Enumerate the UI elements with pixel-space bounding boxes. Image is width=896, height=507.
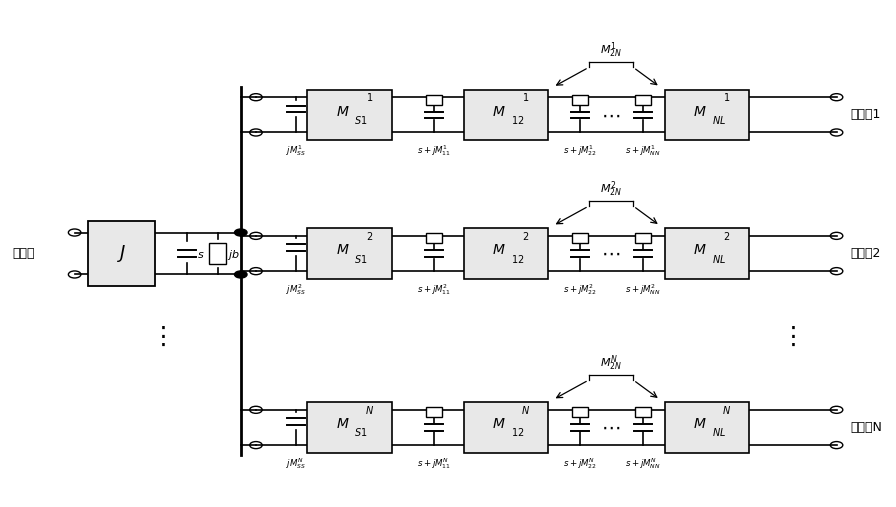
Text: $\mathbf{\mathit{M}}$: $\mathbf{\mathit{M}}$ bbox=[694, 105, 707, 119]
Text: $\mathit{NL}$: $\mathit{NL}$ bbox=[711, 114, 726, 126]
Text: $\mathit{S1}$: $\mathit{S1}$ bbox=[354, 426, 367, 439]
FancyBboxPatch shape bbox=[463, 228, 548, 279]
FancyBboxPatch shape bbox=[634, 233, 650, 243]
Text: $\mathbf{\mathit{M}}$: $\mathbf{\mathit{M}}$ bbox=[694, 417, 707, 431]
FancyBboxPatch shape bbox=[573, 233, 589, 243]
Text: $\mathit{S1}$: $\mathit{S1}$ bbox=[354, 114, 367, 126]
Text: $\mathit{N}$: $\mathit{N}$ bbox=[365, 404, 374, 416]
Text: $\mathit{J}$: $\mathit{J}$ bbox=[117, 243, 127, 264]
Text: $\mathbf{\mathit{M}}$: $\mathbf{\mathit{M}}$ bbox=[492, 417, 505, 431]
FancyBboxPatch shape bbox=[634, 95, 650, 105]
FancyBboxPatch shape bbox=[463, 90, 548, 140]
Text: $\mathit{M^{N}_{2N}}$: $\mathit{M^{N}_{2N}}$ bbox=[600, 353, 622, 373]
Text: 公共端: 公共端 bbox=[13, 247, 35, 260]
Text: $\mathit{2}$: $\mathit{2}$ bbox=[366, 230, 373, 242]
Text: $s+jM^{2}_{NN}$: $s+jM^{2}_{NN}$ bbox=[625, 282, 660, 297]
Text: 滤波器1: 滤波器1 bbox=[850, 108, 881, 121]
Circle shape bbox=[235, 229, 247, 236]
Text: $s+jM^{N}_{11}$: $s+jM^{N}_{11}$ bbox=[417, 456, 451, 471]
Text: $\cdots$: $\cdots$ bbox=[601, 244, 620, 263]
FancyBboxPatch shape bbox=[573, 407, 589, 417]
Text: $\cdots$: $\cdots$ bbox=[601, 418, 620, 437]
FancyBboxPatch shape bbox=[89, 221, 156, 286]
Text: $\mathit{1}$: $\mathit{1}$ bbox=[366, 91, 373, 103]
FancyBboxPatch shape bbox=[426, 95, 442, 105]
Text: $\vdots$: $\vdots$ bbox=[780, 324, 796, 349]
Text: 滤波器2: 滤波器2 bbox=[850, 247, 881, 260]
FancyBboxPatch shape bbox=[665, 228, 749, 279]
Text: $s+jM^{1}_{11}$: $s+jM^{1}_{11}$ bbox=[417, 143, 451, 159]
Text: $s+jM^{2}_{11}$: $s+jM^{2}_{11}$ bbox=[417, 282, 451, 297]
Text: $\mathit{12}$: $\mathit{12}$ bbox=[511, 252, 524, 265]
FancyBboxPatch shape bbox=[209, 243, 226, 264]
Circle shape bbox=[235, 271, 247, 278]
FancyBboxPatch shape bbox=[573, 95, 589, 105]
Text: $\mathbf{\mathit{M}}$: $\mathbf{\mathit{M}}$ bbox=[492, 105, 505, 119]
Text: $jM^{2}_{SS}$: $jM^{2}_{SS}$ bbox=[286, 282, 306, 297]
Text: $\mathit{NL}$: $\mathit{NL}$ bbox=[711, 252, 726, 265]
Text: $\mathit{12}$: $\mathit{12}$ bbox=[511, 114, 524, 126]
Text: $\mathit{M^{2}_{2N}}$: $\mathit{M^{2}_{2N}}$ bbox=[600, 179, 622, 199]
Text: $\mathbf{\mathit{M}}$: $\mathbf{\mathit{M}}$ bbox=[336, 105, 349, 119]
FancyBboxPatch shape bbox=[307, 402, 392, 453]
Text: $\vdots$: $\vdots$ bbox=[150, 324, 166, 349]
FancyBboxPatch shape bbox=[665, 402, 749, 453]
Text: $\mathit{12}$: $\mathit{12}$ bbox=[511, 426, 524, 439]
Text: $\mathit{1}$: $\mathit{1}$ bbox=[522, 91, 530, 103]
Text: $\mathit{N}$: $\mathit{N}$ bbox=[722, 404, 731, 416]
Text: $s+jM^{2}_{22}$: $s+jM^{2}_{22}$ bbox=[564, 282, 598, 297]
Text: $\mathbf{\mathit{M}}$: $\mathbf{\mathit{M}}$ bbox=[492, 243, 505, 258]
Text: $\mathbf{\mathit{M}}$: $\mathbf{\mathit{M}}$ bbox=[336, 417, 349, 431]
Text: $\mathbf{\mathit{M}}$: $\mathbf{\mathit{M}}$ bbox=[336, 243, 349, 258]
Text: $\mathbf{\mathit{M}}$: $\mathbf{\mathit{M}}$ bbox=[694, 243, 707, 258]
Text: $\mathit{jb}$: $\mathit{jb}$ bbox=[228, 247, 240, 262]
Text: $\cdots$: $\cdots$ bbox=[601, 105, 620, 124]
Text: $jM^{1}_{SS}$: $jM^{1}_{SS}$ bbox=[286, 143, 306, 159]
Text: $\mathit{NL}$: $\mathit{NL}$ bbox=[711, 426, 726, 439]
Text: $s+jM^{N}_{NN}$: $s+jM^{N}_{NN}$ bbox=[625, 456, 660, 471]
Text: $\mathit{s}$: $\mathit{s}$ bbox=[197, 249, 204, 260]
FancyBboxPatch shape bbox=[307, 228, 392, 279]
Text: $\mathit{N}$: $\mathit{N}$ bbox=[521, 404, 530, 416]
Text: $\mathit{M^{1}_{2N}}$: $\mathit{M^{1}_{2N}}$ bbox=[600, 41, 622, 60]
Text: $\mathit{2}$: $\mathit{2}$ bbox=[522, 230, 530, 242]
Text: $jM^{N}_{SS}$: $jM^{N}_{SS}$ bbox=[286, 456, 306, 471]
FancyBboxPatch shape bbox=[426, 233, 442, 243]
FancyBboxPatch shape bbox=[634, 407, 650, 417]
FancyBboxPatch shape bbox=[307, 90, 392, 140]
Text: $s+jM^{N}_{22}$: $s+jM^{N}_{22}$ bbox=[564, 456, 598, 471]
Text: $\mathit{2}$: $\mathit{2}$ bbox=[723, 230, 730, 242]
FancyBboxPatch shape bbox=[426, 407, 442, 417]
FancyBboxPatch shape bbox=[665, 90, 749, 140]
FancyBboxPatch shape bbox=[463, 402, 548, 453]
Text: $s+jM^{1}_{22}$: $s+jM^{1}_{22}$ bbox=[564, 143, 598, 159]
Text: 滤波器N: 滤波器N bbox=[850, 421, 882, 434]
Text: $\mathit{1}$: $\mathit{1}$ bbox=[723, 91, 730, 103]
Text: $s+jM^{1}_{NN}$: $s+jM^{1}_{NN}$ bbox=[625, 143, 660, 159]
Text: $\mathit{S1}$: $\mathit{S1}$ bbox=[354, 252, 367, 265]
